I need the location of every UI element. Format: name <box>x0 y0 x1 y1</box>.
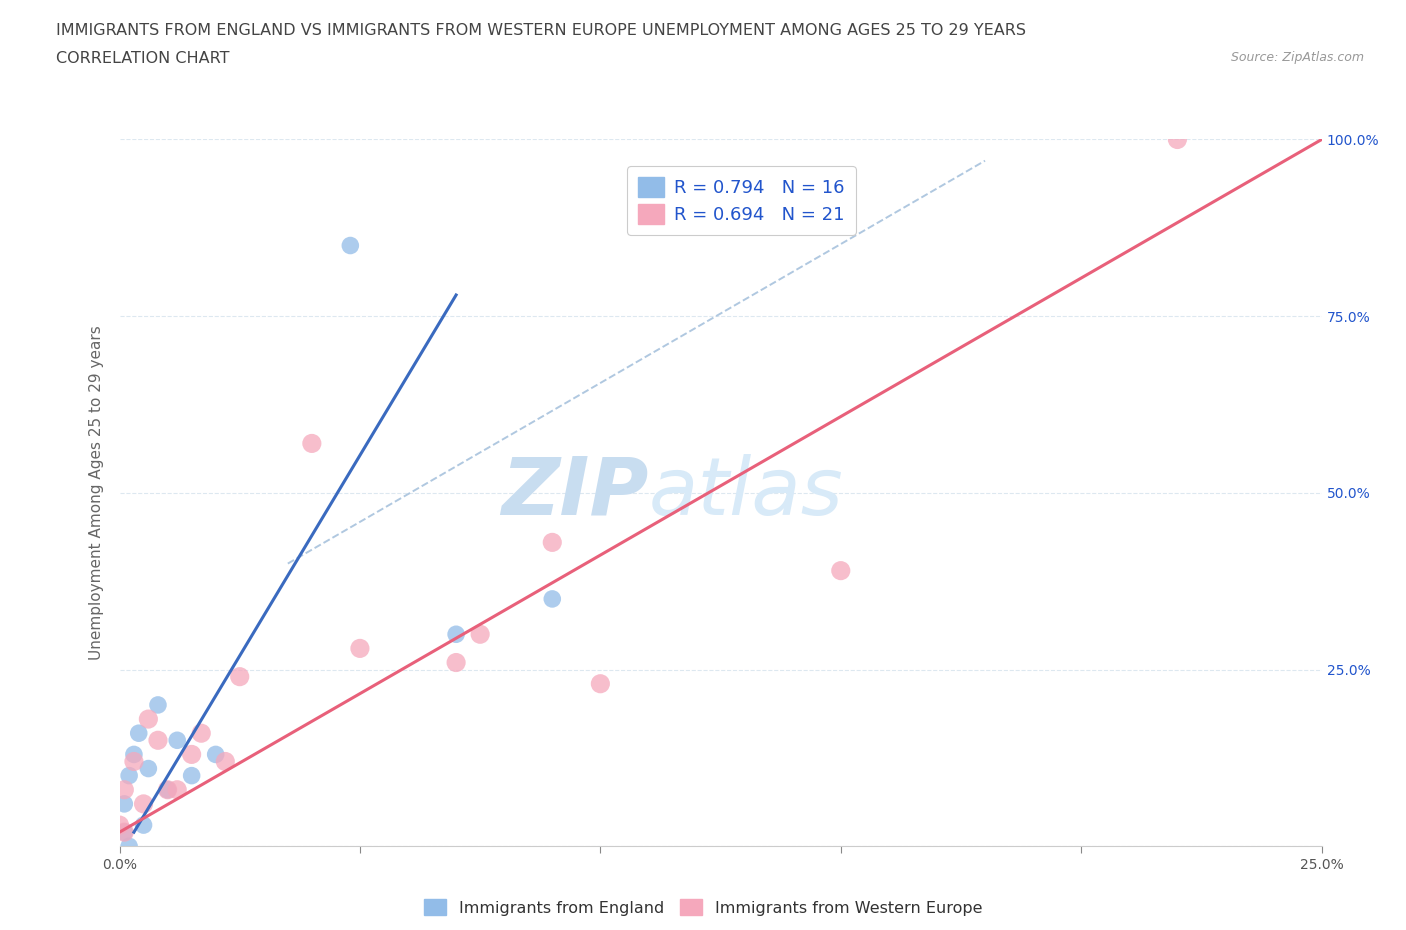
Point <box>180 747 202 762</box>
Point <box>1166 132 1188 147</box>
Legend: R = 0.794   N = 16, R = 0.694   N = 21: R = 0.794 N = 16, R = 0.694 N = 21 <box>627 166 856 235</box>
Point <box>444 627 467 642</box>
Point <box>541 535 564 550</box>
Text: ZIP: ZIP <box>501 454 648 532</box>
Point <box>468 627 492 642</box>
Point <box>112 825 135 840</box>
Point <box>339 238 361 253</box>
Point <box>156 782 179 797</box>
Point <box>166 733 188 748</box>
Point <box>190 725 212 740</box>
Text: IMMIGRANTS FROM ENGLAND VS IMMIGRANTS FROM WESTERN EUROPE UNEMPLOYMENT AMONG AGE: IMMIGRANTS FROM ENGLAND VS IMMIGRANTS FR… <box>56 23 1026 38</box>
Point <box>214 754 236 769</box>
Point <box>138 761 160 776</box>
Point <box>118 768 141 783</box>
Legend: Immigrants from England, Immigrants from Western Europe: Immigrants from England, Immigrants from… <box>418 893 988 922</box>
Point <box>301 436 323 451</box>
Point <box>228 670 252 684</box>
Text: CORRELATION CHART: CORRELATION CHART <box>56 51 229 66</box>
Point <box>444 655 467 670</box>
Point <box>108 817 131 832</box>
Point <box>112 782 135 797</box>
Point <box>146 698 169 712</box>
Point <box>128 725 150 740</box>
Point <box>118 839 141 854</box>
Text: Source: ZipAtlas.com: Source: ZipAtlas.com <box>1230 51 1364 64</box>
Point <box>122 747 145 762</box>
Point <box>112 796 135 811</box>
Point <box>122 754 145 769</box>
Point <box>541 591 564 606</box>
Y-axis label: Unemployment Among Ages 25 to 29 years: Unemployment Among Ages 25 to 29 years <box>89 326 104 660</box>
Point <box>146 733 169 748</box>
Point <box>204 747 226 762</box>
Point <box>132 796 155 811</box>
Point <box>830 564 852 578</box>
Point <box>138 711 160 726</box>
Point <box>132 817 155 832</box>
Point <box>166 782 188 797</box>
Text: atlas: atlas <box>648 454 844 532</box>
Point <box>349 641 371 656</box>
Point <box>589 676 612 691</box>
Point <box>112 825 135 840</box>
Point <box>180 768 202 783</box>
Point <box>156 782 179 797</box>
